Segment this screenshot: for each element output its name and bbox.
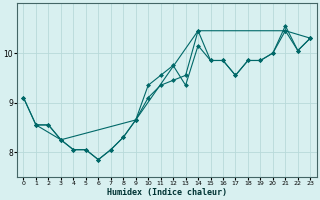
X-axis label: Humidex (Indice chaleur): Humidex (Indice chaleur) [107,188,227,197]
